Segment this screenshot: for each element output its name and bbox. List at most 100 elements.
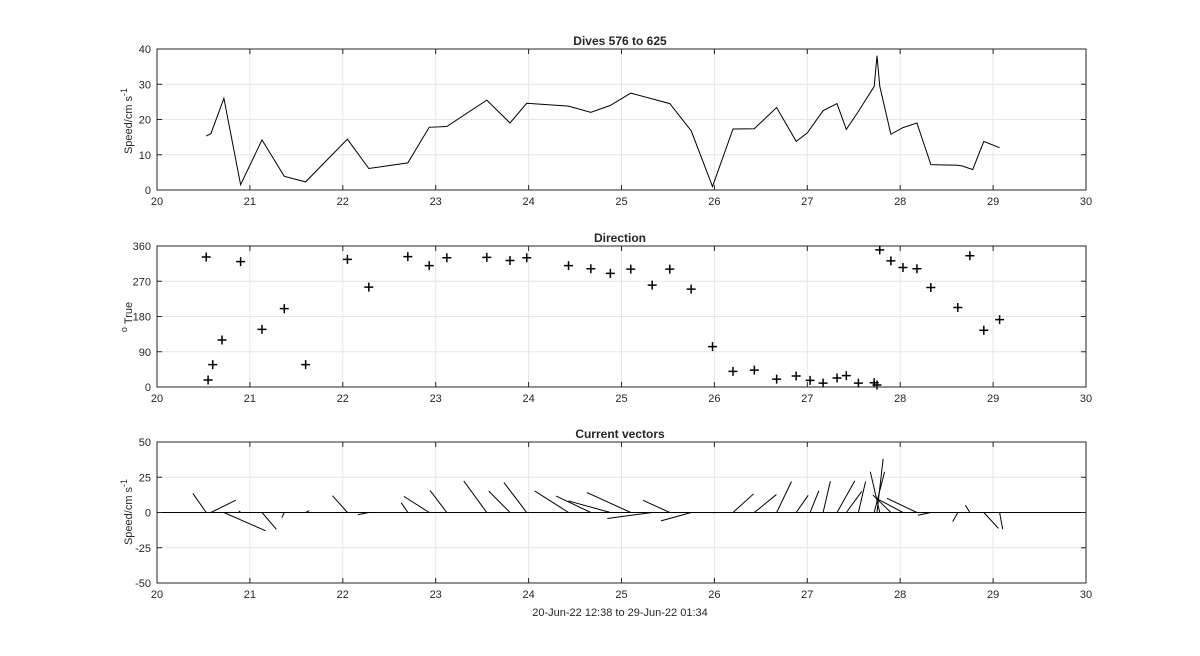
speed-data-point [731,128,734,131]
speed-ytick-label: 20 [139,115,151,127]
speed-data-point [283,175,286,178]
vectors-xtick-label: 27 [801,589,813,601]
direction-marker [605,268,615,278]
direction-xtick-label: 29 [987,393,999,405]
current-vector [281,512,285,518]
direction-ytick-label: 0 [145,382,151,394]
direction-xtick-label: 28 [894,393,906,405]
speed-data-point [857,110,860,113]
speed-data-point [711,185,714,188]
speed-data-point [873,85,876,88]
speed-data-point [525,102,528,105]
current-vector [642,499,671,513]
direction-xtick-label: 20 [151,393,163,405]
speed-data-point [239,183,242,186]
direction-marker [257,324,267,334]
current-vector [332,495,348,513]
current-vector [305,510,310,513]
speed-plot-area: 20 21 22 23 24 25 26 27 28 29 30 0 10 20 30 40 [139,44,1092,208]
speed-xtick-label: 30 [1080,196,1092,208]
speed-data-point [346,138,349,141]
current-vector [795,495,809,513]
direction-marker [208,360,218,370]
direction-marker [665,264,675,274]
direction-panel-ylabel-prefix: o [119,327,129,332]
direction-panel: 20 21 22 23 24 25 26 27 28 29 30 0 90 180 270 360 Direct… [119,231,1092,405]
direction-marker [979,325,989,335]
direction-xtick-label: 22 [337,393,349,405]
current-vector [660,512,692,522]
vectors-panel-ylabel-superscript: -1 [119,479,129,487]
direction-xtick-label: 25 [615,393,627,405]
speed-xtick-label: 21 [244,196,256,208]
speed-data-point [806,131,809,134]
vectors-xtick-label: 29 [987,589,999,601]
direction-marker [236,257,246,267]
speed-data-point [878,85,881,88]
direction-marker [832,373,842,383]
current-vector [754,494,777,513]
current-vector [917,512,931,516]
current-vector [400,502,409,513]
current-vector [999,512,1004,530]
vectors-ytick-label: -25 [135,543,151,555]
current-vector [857,481,867,513]
speed-ytick-label: 30 [139,79,151,91]
vectors-panel-ylabel-text: Speed/cm s [123,486,135,545]
current-vector [463,480,488,513]
direction-marker [203,375,213,385]
direction-marker [805,375,815,385]
vectors-ytick-label: 0 [145,508,151,520]
direction-marker [364,282,374,292]
vectors-xtick-label: 20 [151,589,163,601]
speed-panel-ylabel: Speed/cm s-1 [119,88,135,154]
direction-marker [772,374,782,384]
speed-data-point [222,97,225,100]
vectors-panel: 20 21 22 23 24 25 26 27 28 29 30 -50 -25 0 25 50 Current… [119,427,1092,619]
vectors-ytick-label: -50 [135,578,151,590]
current-vector [488,490,511,513]
direction-marker [965,251,975,261]
speed-panel: 20 21 22 23 24 25 26 27 28 29 30 0 10 20 30 40 Dives 576… [119,34,1092,208]
current-vector [836,480,856,513]
speed-data-point [822,109,825,112]
current-vector [952,512,959,522]
current-vector [568,500,611,513]
speed-data-point [915,122,918,125]
vectors-xtick-label: 26 [708,589,720,601]
speed-data-point [367,167,370,170]
current-vector [872,494,892,513]
direction-marker [875,245,885,255]
direction-marker [442,253,452,263]
speed-data-point [982,140,985,143]
direction-xtick-label: 23 [430,393,442,405]
direction-marker [841,371,851,381]
direction-marker [926,283,936,293]
speed-data-point [901,126,904,129]
current-vector [555,495,592,513]
current-vector [534,490,569,513]
current-vector [886,497,918,513]
current-vector [503,482,528,513]
current-vector [210,499,237,513]
direction-panel-ylabel: o True [119,302,135,332]
vectors-panel-ylabel: Speed/cm s-1 [119,479,135,545]
current-vector [732,493,754,513]
current-vector [192,493,207,513]
vectors-ytick-label: 50 [139,437,151,449]
current-vector [869,471,881,513]
current-vector [403,495,430,513]
speed-data-point [956,164,959,167]
speed-panel-ylabel-text: Speed/cm s [123,95,135,154]
direction-marker [586,264,596,274]
current-vector [809,490,820,513]
speed-panel-ylabel-superscript: -1 [119,88,129,96]
speed-data-point [567,105,570,108]
speed-data-point [929,163,932,166]
vectors-panel-xlabel: 20-Jun-22 12:38 to 29-Jun-22 01:34 [532,607,708,619]
direction-panel-title: Direction [594,231,646,245]
direction-xtick-label: 30 [1080,393,1092,405]
speed-data-point [509,122,512,125]
speed-xtick-label: 28 [894,196,906,208]
current-vector [607,512,653,519]
